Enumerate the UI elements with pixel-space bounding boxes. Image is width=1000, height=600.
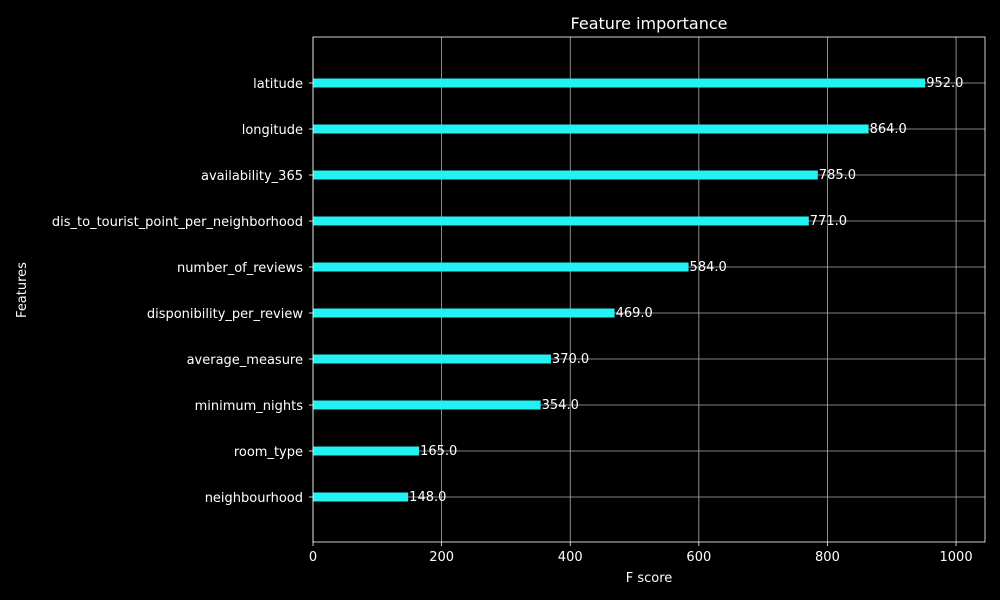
x-tick-label: 600 [686,550,711,565]
bar-number_of_reviews [313,262,689,272]
x-tick-label: 400 [558,550,583,565]
bar-value-label: 584.0 [690,260,727,275]
bar-value-label: 864.0 [870,122,907,137]
bar-neighbourhood [313,492,409,502]
bar-availability_365 [313,170,818,180]
bar-average_measure [313,354,551,364]
labels-layer: latitude 952.0 longitude 864.0 availability_… [52,76,964,506]
y-tick-label: neighbourhood [205,491,303,506]
bar-value-label: 354.0 [542,398,579,413]
bar-value-label: 370.0 [552,352,589,367]
x-axis-label: F score [626,571,673,586]
bar-room_type [313,446,420,456]
bars-layer [313,78,926,502]
x-tick-label: 800 [815,550,840,565]
bar-minimum_nights [313,400,541,410]
y-axis-label: Features [15,262,30,318]
ticks-layer: 0 200 400 600 800 1000 [309,82,973,565]
y-tick-label: longitude [242,123,303,138]
y-tick-label: average_measure [187,353,303,368]
bar-value-label: 771.0 [810,214,847,229]
chart-title: Feature importance [571,14,728,33]
bar-latitude [313,78,926,88]
bar-disponibility_per_review [313,308,615,318]
y-tick-label: dis_to_tourist_point_per_neighborhood [52,215,303,230]
bar-value-label: 165.0 [420,444,457,459]
y-tick-label: latitude [253,77,303,92]
y-tick-label: disponibility_per_review [147,307,304,322]
bar-value-label: 952.0 [926,76,963,91]
bar-dis_to_tourist_point_per_neighborhood [313,216,809,226]
y-tick-label: minimum_nights [195,399,304,414]
plot-frame [312,36,986,543]
bar-value-label: 785.0 [819,168,856,183]
y-tick-label: room_type [234,445,303,460]
bar-value-label: 469.0 [616,306,653,321]
bar-value-label: 148.0 [409,490,446,505]
bar-longitude [313,124,869,134]
x-tick-label: 0 [309,550,317,565]
x-tick-label: 200 [429,550,454,565]
y-tick-label: availability_365 [201,169,303,184]
y-tick-label: number_of_reviews [177,261,303,276]
x-tick-label: 1000 [940,550,973,565]
